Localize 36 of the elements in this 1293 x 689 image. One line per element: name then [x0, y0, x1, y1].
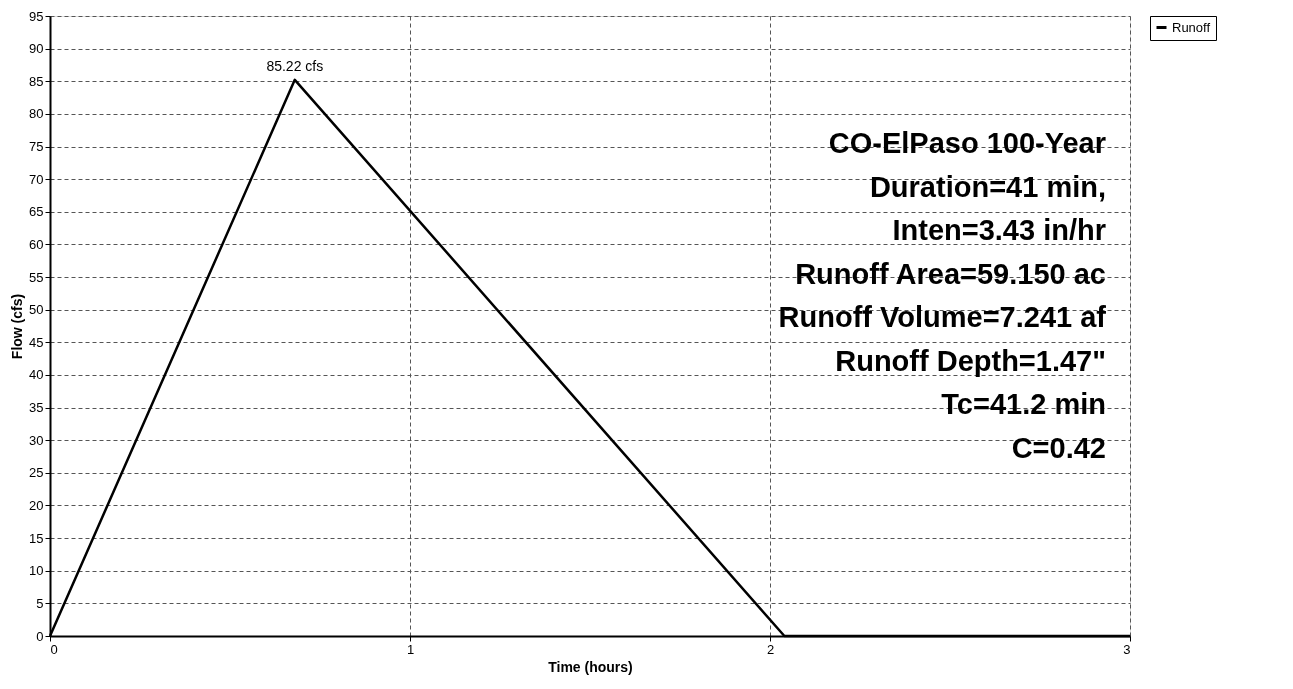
y-tick-label: 30 — [29, 432, 44, 448]
y-tick-label: 15 — [29, 530, 44, 546]
y-tick-label: 0 — [36, 628, 44, 644]
annotation: Inten=3.43 in/hr — [892, 214, 1106, 246]
y-tick-label: 85 — [29, 73, 44, 89]
y-tick-label: 25 — [29, 465, 44, 481]
annotation: Duration=41 min, — [869, 170, 1106, 203]
y-tick-label: 10 — [29, 563, 44, 579]
x-axis-title: Time (hours) — [548, 658, 633, 675]
y-tick-label: 20 — [29, 497, 44, 513]
x-tick-label: 0 — [50, 641, 58, 657]
annotation: Runoff Depth=1.47" — [835, 344, 1106, 377]
y-tick-label: 65 — [29, 204, 44, 220]
y-tick-label: 75 — [29, 139, 44, 155]
annotation: Runoff Area=59.150 ac — [795, 257, 1106, 290]
annotation: Tc=41.2 min — [941, 388, 1106, 420]
annotation: Runoff Volume=7.241 af — [778, 301, 1107, 333]
y-tick-label: 45 — [29, 334, 44, 350]
x-tick-label: 2 — [766, 641, 775, 657]
y-tick-label: 5 — [36, 595, 44, 611]
y-tick-label: 55 — [29, 269, 44, 285]
y-tick-label: 70 — [29, 171, 44, 187]
annotation: C=0.42 — [1011, 431, 1106, 464]
annotation: 85.22 cfs — [266, 57, 324, 74]
annotation: CO-ElPaso 100-Year — [828, 127, 1106, 159]
x-tick-label: 3 — [1123, 641, 1131, 657]
legend-label: Runoff — [1172, 19, 1211, 35]
y-tick-label: 35 — [29, 400, 44, 416]
y-tick-label: 40 — [29, 367, 44, 383]
y-axis-title: Flow (cfs) — [9, 293, 26, 360]
x-tick-label: 1 — [406, 641, 415, 657]
y-tick-label: 50 — [29, 302, 44, 318]
y-tick-label: 95 — [29, 8, 44, 24]
y-tick-label: 90 — [29, 41, 44, 57]
y-tick-label: 80 — [29, 106, 44, 122]
y-tick-label: 60 — [29, 236, 44, 252]
